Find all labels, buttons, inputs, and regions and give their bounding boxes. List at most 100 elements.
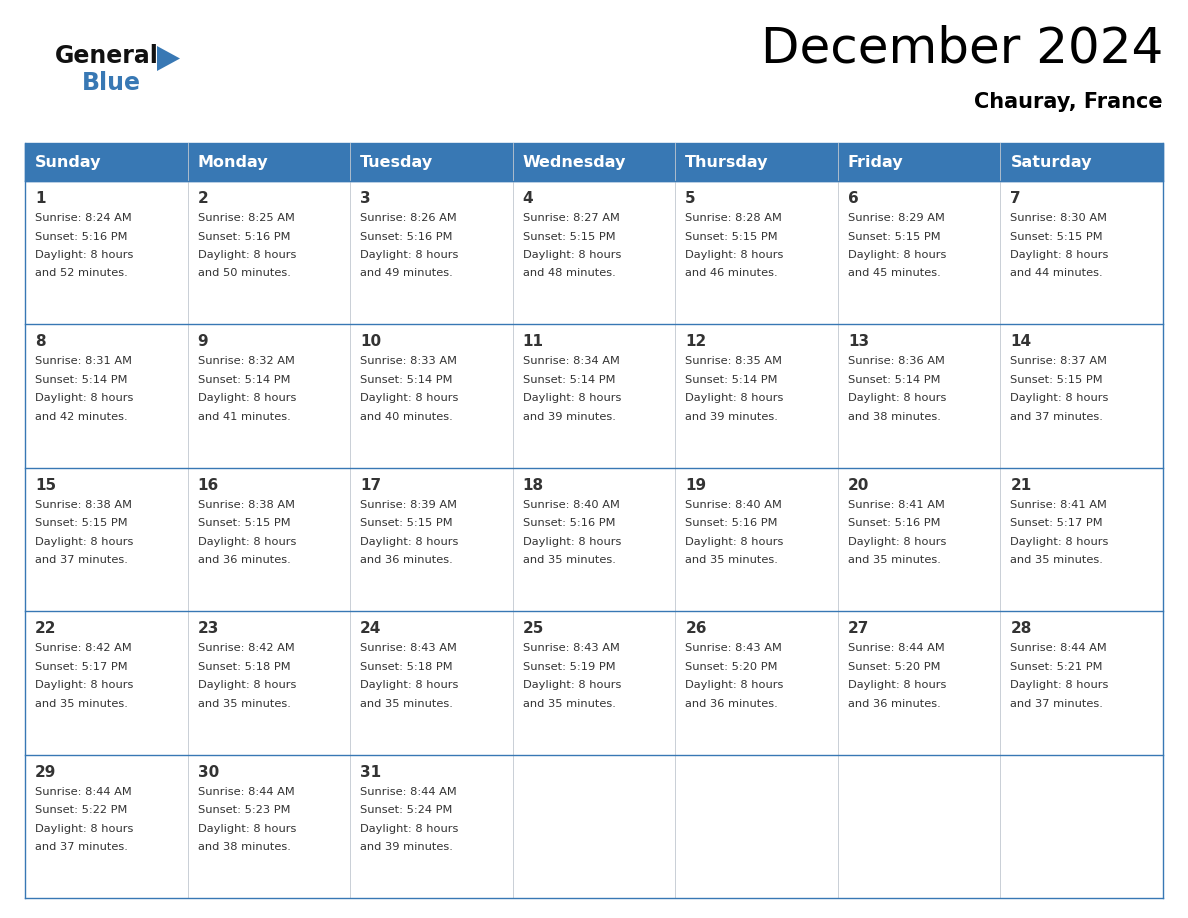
Text: Sunrise: 8:41 AM: Sunrise: 8:41 AM bbox=[848, 499, 944, 509]
Text: Daylight: 8 hours: Daylight: 8 hours bbox=[685, 537, 784, 547]
Text: December 2024: December 2024 bbox=[760, 25, 1163, 73]
Text: 4: 4 bbox=[523, 191, 533, 206]
Text: Sunset: 5:14 PM: Sunset: 5:14 PM bbox=[685, 375, 778, 385]
Text: Sunset: 5:24 PM: Sunset: 5:24 PM bbox=[360, 805, 453, 815]
Text: 9: 9 bbox=[197, 334, 208, 350]
Text: 19: 19 bbox=[685, 477, 707, 493]
Text: and 37 minutes.: and 37 minutes. bbox=[1011, 699, 1104, 709]
Text: Daylight: 8 hours: Daylight: 8 hours bbox=[523, 394, 621, 403]
Text: and 37 minutes.: and 37 minutes. bbox=[34, 555, 128, 565]
Text: and 39 minutes.: and 39 minutes. bbox=[523, 412, 615, 422]
Text: 27: 27 bbox=[848, 621, 870, 636]
Text: Sunrise: 8:44 AM: Sunrise: 8:44 AM bbox=[1011, 644, 1107, 654]
Bar bbox=[25, 324, 1163, 468]
Text: Daylight: 8 hours: Daylight: 8 hours bbox=[1011, 680, 1108, 690]
Text: and 38 minutes.: and 38 minutes. bbox=[848, 412, 941, 422]
Text: and 35 minutes.: and 35 minutes. bbox=[1011, 555, 1104, 565]
Text: Sunset: 5:23 PM: Sunset: 5:23 PM bbox=[197, 805, 290, 815]
Text: Daylight: 8 hours: Daylight: 8 hours bbox=[34, 250, 133, 260]
Text: Sunrise: 8:39 AM: Sunrise: 8:39 AM bbox=[360, 499, 457, 509]
Bar bbox=[25, 611, 1163, 755]
Text: Daylight: 8 hours: Daylight: 8 hours bbox=[34, 537, 133, 547]
Text: Sunset: 5:22 PM: Sunset: 5:22 PM bbox=[34, 805, 127, 815]
Text: 13: 13 bbox=[848, 334, 868, 350]
Text: Sunset: 5:14 PM: Sunset: 5:14 PM bbox=[523, 375, 615, 385]
Text: 2: 2 bbox=[197, 191, 208, 206]
Text: Sunset: 5:14 PM: Sunset: 5:14 PM bbox=[848, 375, 941, 385]
Text: 29: 29 bbox=[34, 765, 56, 779]
Text: Tuesday: Tuesday bbox=[360, 154, 434, 170]
Text: Sunrise: 8:27 AM: Sunrise: 8:27 AM bbox=[523, 213, 620, 223]
Text: Sunset: 5:16 PM: Sunset: 5:16 PM bbox=[197, 231, 290, 241]
Text: 26: 26 bbox=[685, 621, 707, 636]
Text: Sunset: 5:15 PM: Sunset: 5:15 PM bbox=[34, 519, 127, 528]
Text: Daylight: 8 hours: Daylight: 8 hours bbox=[197, 823, 296, 834]
Text: Daylight: 8 hours: Daylight: 8 hours bbox=[523, 250, 621, 260]
Text: 18: 18 bbox=[523, 477, 544, 493]
Text: 14: 14 bbox=[1011, 334, 1031, 350]
Text: Sunset: 5:14 PM: Sunset: 5:14 PM bbox=[360, 375, 453, 385]
Text: Daylight: 8 hours: Daylight: 8 hours bbox=[523, 680, 621, 690]
Text: Sunset: 5:15 PM: Sunset: 5:15 PM bbox=[1011, 231, 1102, 241]
Text: Daylight: 8 hours: Daylight: 8 hours bbox=[685, 394, 784, 403]
Text: and 35 minutes.: and 35 minutes. bbox=[523, 555, 615, 565]
Text: Sunrise: 8:31 AM: Sunrise: 8:31 AM bbox=[34, 356, 132, 366]
Text: 22: 22 bbox=[34, 621, 57, 636]
Text: 23: 23 bbox=[197, 621, 219, 636]
Bar bbox=[25, 468, 1163, 611]
Text: Sunset: 5:16 PM: Sunset: 5:16 PM bbox=[685, 519, 778, 528]
Text: and 42 minutes.: and 42 minutes. bbox=[34, 412, 127, 422]
Text: Sunset: 5:14 PM: Sunset: 5:14 PM bbox=[197, 375, 290, 385]
Text: and 35 minutes.: and 35 minutes. bbox=[197, 699, 290, 709]
Text: Monday: Monday bbox=[197, 154, 268, 170]
Text: Daylight: 8 hours: Daylight: 8 hours bbox=[848, 394, 946, 403]
Text: 24: 24 bbox=[360, 621, 381, 636]
Text: Wednesday: Wednesday bbox=[523, 154, 626, 170]
Text: Sunset: 5:15 PM: Sunset: 5:15 PM bbox=[197, 519, 290, 528]
Text: and 48 minutes.: and 48 minutes. bbox=[523, 268, 615, 278]
Text: Sunrise: 8:42 AM: Sunrise: 8:42 AM bbox=[34, 644, 132, 654]
Text: 7: 7 bbox=[1011, 191, 1020, 206]
Text: Sunset: 5:15 PM: Sunset: 5:15 PM bbox=[1011, 375, 1102, 385]
Text: and 36 minutes.: and 36 minutes. bbox=[360, 555, 453, 565]
Text: 1: 1 bbox=[34, 191, 45, 206]
Text: Daylight: 8 hours: Daylight: 8 hours bbox=[197, 537, 296, 547]
Text: 6: 6 bbox=[848, 191, 859, 206]
Text: Daylight: 8 hours: Daylight: 8 hours bbox=[34, 823, 133, 834]
Text: Daylight: 8 hours: Daylight: 8 hours bbox=[1011, 394, 1108, 403]
Text: and 38 minutes.: and 38 minutes. bbox=[197, 842, 290, 852]
Text: Daylight: 8 hours: Daylight: 8 hours bbox=[360, 250, 459, 260]
Text: Daylight: 8 hours: Daylight: 8 hours bbox=[848, 680, 946, 690]
Text: and 35 minutes.: and 35 minutes. bbox=[848, 555, 941, 565]
Text: and 36 minutes.: and 36 minutes. bbox=[848, 699, 941, 709]
Text: Sunrise: 8:24 AM: Sunrise: 8:24 AM bbox=[34, 213, 132, 223]
Text: 25: 25 bbox=[523, 621, 544, 636]
Text: and 39 minutes.: and 39 minutes. bbox=[685, 412, 778, 422]
Text: and 37 minutes.: and 37 minutes. bbox=[1011, 412, 1104, 422]
Text: and 39 minutes.: and 39 minutes. bbox=[360, 842, 453, 852]
Text: Sunrise: 8:44 AM: Sunrise: 8:44 AM bbox=[34, 787, 132, 797]
Text: Sunrise: 8:40 AM: Sunrise: 8:40 AM bbox=[523, 499, 620, 509]
Text: Sunrise: 8:34 AM: Sunrise: 8:34 AM bbox=[523, 356, 620, 366]
Text: 5: 5 bbox=[685, 191, 696, 206]
Text: Daylight: 8 hours: Daylight: 8 hours bbox=[848, 537, 946, 547]
Text: 11: 11 bbox=[523, 334, 544, 350]
Text: 21: 21 bbox=[1011, 477, 1031, 493]
Text: Sunrise: 8:33 AM: Sunrise: 8:33 AM bbox=[360, 356, 457, 366]
Text: Sunset: 5:17 PM: Sunset: 5:17 PM bbox=[34, 662, 127, 672]
Bar bbox=[25, 755, 1163, 898]
Text: and 45 minutes.: and 45 minutes. bbox=[848, 268, 941, 278]
Text: Sunset: 5:16 PM: Sunset: 5:16 PM bbox=[848, 519, 941, 528]
Text: Saturday: Saturday bbox=[1011, 154, 1092, 170]
Text: Daylight: 8 hours: Daylight: 8 hours bbox=[1011, 250, 1108, 260]
Text: Sunrise: 8:36 AM: Sunrise: 8:36 AM bbox=[848, 356, 944, 366]
Text: Daylight: 8 hours: Daylight: 8 hours bbox=[34, 394, 133, 403]
Text: 31: 31 bbox=[360, 765, 381, 779]
Text: Daylight: 8 hours: Daylight: 8 hours bbox=[34, 680, 133, 690]
Text: Sunset: 5:16 PM: Sunset: 5:16 PM bbox=[34, 231, 127, 241]
Text: Daylight: 8 hours: Daylight: 8 hours bbox=[1011, 537, 1108, 547]
Text: Sunrise: 8:43 AM: Sunrise: 8:43 AM bbox=[685, 644, 782, 654]
Text: Daylight: 8 hours: Daylight: 8 hours bbox=[848, 250, 946, 260]
Text: Blue: Blue bbox=[82, 71, 141, 95]
Text: and 35 minutes.: and 35 minutes. bbox=[34, 699, 128, 709]
